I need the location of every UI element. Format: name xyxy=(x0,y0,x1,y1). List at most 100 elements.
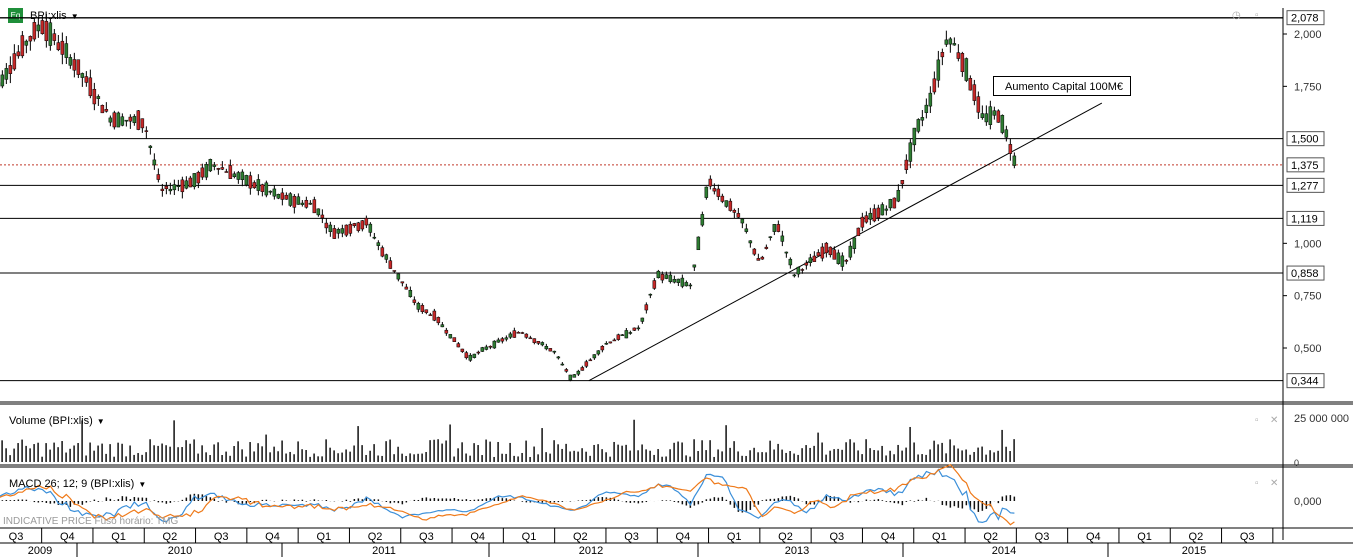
volume-bar xyxy=(777,443,779,462)
candle-body xyxy=(796,266,801,275)
candle-body xyxy=(328,224,333,232)
candle-body xyxy=(176,185,181,188)
volume-bar xyxy=(245,456,247,462)
candle-body xyxy=(552,350,557,353)
volume-bar xyxy=(353,445,355,462)
volume-bar xyxy=(173,420,175,462)
candle-body xyxy=(848,245,853,258)
volume-bar xyxy=(909,426,911,462)
candle-body xyxy=(928,92,933,107)
candle-body xyxy=(68,57,73,66)
candle-body xyxy=(564,369,569,372)
volume-bar xyxy=(177,447,179,462)
chevron-down-icon[interactable]: ▼ xyxy=(96,417,105,426)
volume-bar xyxy=(873,450,875,462)
volume-bar xyxy=(853,442,855,462)
maximize-icon[interactable]: ▫ xyxy=(1255,10,1259,21)
candle-body xyxy=(932,78,937,93)
candle-body xyxy=(840,255,845,267)
volume-bar xyxy=(289,451,291,462)
volume-bar xyxy=(985,454,987,462)
volume-bar xyxy=(929,449,931,462)
close-icon[interactable]: ✕ xyxy=(1270,478,1279,489)
candle-body xyxy=(324,222,329,229)
chevron-down-icon[interactable]: ▼ xyxy=(138,480,147,489)
quarter-label: Q1 xyxy=(316,531,331,543)
quarter-label: Q2 xyxy=(573,531,588,543)
price-level-label: 0,344 xyxy=(1291,376,1319,388)
volume-bar xyxy=(501,453,503,462)
candle-body xyxy=(368,223,373,233)
chevron-down-icon[interactable]: ▼ xyxy=(70,12,79,21)
candle-body xyxy=(732,209,737,213)
candle-body xyxy=(88,77,93,97)
quarter-label: Q2 xyxy=(163,531,178,543)
volume-bar xyxy=(77,443,79,462)
quarter-label: Q3 xyxy=(1240,531,1255,543)
volume-bar xyxy=(549,453,551,462)
volume-bar xyxy=(617,444,619,462)
volume-bar xyxy=(1013,439,1015,462)
candle-body xyxy=(72,59,77,71)
volume-bar xyxy=(729,447,731,462)
candle-body xyxy=(16,51,21,57)
candle-body xyxy=(568,374,573,381)
candle-body xyxy=(748,240,753,244)
ticker-icon[interactable]: Eq xyxy=(8,8,23,23)
volume-bar xyxy=(809,447,811,462)
volume-bar xyxy=(917,454,919,462)
macd-panel-title[interactable]: MACD 26; 12; 9 (BPI:xlis) ▼ xyxy=(9,478,146,490)
volume-bar xyxy=(589,455,591,462)
maximize-icon[interactable]: ▫ xyxy=(1255,478,1259,489)
volume-bar xyxy=(829,450,831,462)
volume-panel-title[interactable]: Volume (BPI:xlis) ▼ xyxy=(9,415,105,427)
volume-bar xyxy=(293,454,295,462)
clock-icon[interactable]: ◷ xyxy=(1232,10,1241,21)
candle-body xyxy=(828,246,833,256)
candle-body xyxy=(64,43,69,58)
candle-body xyxy=(892,197,897,209)
footer-note: INDICATIVE PRICE Fuso horário: TMG xyxy=(3,516,179,527)
volume-bar xyxy=(997,450,999,462)
candle-body xyxy=(304,199,309,208)
candle-body xyxy=(856,227,861,237)
close-icon[interactable]: ✕ xyxy=(1270,415,1279,426)
volume-bar xyxy=(721,451,723,462)
volume-bar xyxy=(265,434,267,462)
volume-bar xyxy=(893,454,895,462)
candle-body xyxy=(12,53,17,70)
ticker-selector[interactable]: BPI:xlis ▼ xyxy=(30,10,79,22)
candle-body xyxy=(60,40,65,55)
volume-bar xyxy=(157,445,159,462)
candle-body xyxy=(412,299,417,303)
volume-bar xyxy=(693,439,695,462)
volume-bar xyxy=(509,442,511,462)
volume-bar xyxy=(397,446,399,462)
quarter-label: Q2 xyxy=(778,531,793,543)
maximize-icon[interactable]: ▫ xyxy=(1255,415,1259,426)
volume-bar xyxy=(813,445,815,462)
candle-body xyxy=(600,345,605,351)
volume-bar xyxy=(965,449,967,462)
price-axis-label: 1,000 xyxy=(1294,238,1322,250)
volume-bar xyxy=(981,446,983,462)
volume-bar xyxy=(905,447,907,462)
volume-bar xyxy=(485,439,487,462)
candle-body xyxy=(172,184,177,191)
volume-bar xyxy=(1,440,3,462)
candle-body xyxy=(724,200,729,207)
quarter-label: Q3 xyxy=(829,531,844,543)
volume-bar xyxy=(129,445,131,462)
candle-body xyxy=(924,104,929,113)
candle-body xyxy=(540,342,545,346)
quarter-label: Q4 xyxy=(676,531,691,543)
candle-body xyxy=(744,228,749,232)
volume-bar xyxy=(773,449,775,462)
candle-body xyxy=(752,248,757,255)
volume-bar xyxy=(57,447,59,462)
candle-body xyxy=(188,177,193,188)
macd-line xyxy=(0,468,1015,524)
volume-bar xyxy=(837,448,839,462)
price-level-label: 2,078 xyxy=(1291,13,1319,25)
